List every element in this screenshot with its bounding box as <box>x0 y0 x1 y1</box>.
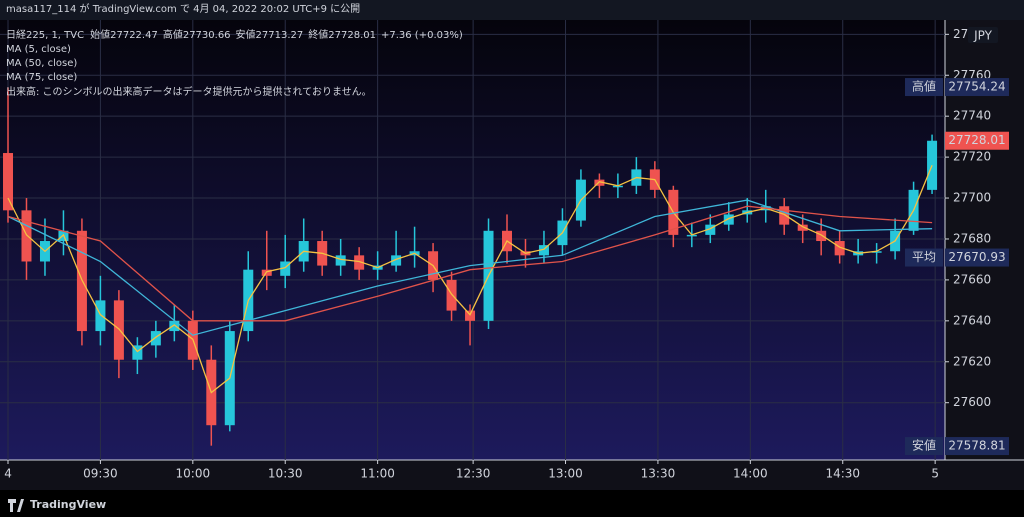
candle-body <box>538 245 549 256</box>
y-tick-label: 27680 <box>953 231 991 245</box>
candle-body <box>113 300 124 360</box>
candle-body <box>612 185 623 188</box>
x-tick-label: 13:00 <box>548 467 583 481</box>
legend-field-label: 高値 <box>163 28 183 41</box>
y-tick-label: 27640 <box>953 313 991 327</box>
x-tick-label: 4 <box>4 467 12 481</box>
legend-field-value: 27722.47 <box>110 30 158 41</box>
ma-line <box>7 199 933 336</box>
candle-body <box>391 255 402 266</box>
y-tick-label: 27600 <box>953 395 991 409</box>
x-tick-label: 10:00 <box>176 467 211 481</box>
legend-field-value: 27728.01 <box>328 30 376 41</box>
price-badge-label: 高値 <box>912 79 936 94</box>
price-badge-value: 27578.81 <box>948 439 1005 453</box>
x-tick-label: 5 <box>931 467 939 481</box>
price-badge-value: 27754.24 <box>948 80 1005 94</box>
candle-body <box>169 320 180 332</box>
candle-body <box>446 279 457 311</box>
candle-body <box>150 331 161 346</box>
candle-body <box>834 241 845 256</box>
y-tick-label: 27740 <box>953 109 991 123</box>
candle-body <box>686 234 697 237</box>
y-tick-label: 27720 <box>953 150 991 164</box>
legend-field-value: 27730.66 <box>183 30 231 41</box>
legend: 日経225, 1, TVC 始値 27722.47 高値 27730.66 安値 27713… <box>6 28 463 83</box>
y-tick-label: 27700 <box>953 191 991 205</box>
last-price-box <box>945 131 1009 150</box>
plot-area <box>0 20 945 460</box>
legend-series: MA (50, close) <box>6 58 77 69</box>
candle-body <box>3 153 14 211</box>
price-badge-label-box <box>905 78 943 97</box>
x-tick-label: 14:00 <box>733 467 768 481</box>
candle-body <box>465 310 476 321</box>
candle-body <box>779 206 790 225</box>
price-badge-label: 平均 <box>912 250 936 264</box>
legend-series: MA (5, close) <box>6 44 71 55</box>
last-price: 27728.01 <box>948 133 1005 147</box>
x-tick-label: 12:30 <box>456 467 491 481</box>
y-tick-label: 27660 <box>953 272 991 286</box>
legend-field-label: 始値 <box>90 28 110 41</box>
time-axis <box>0 460 1024 490</box>
header-title: masa117_114 が TradingView.com で 4月 04, 2… <box>6 2 360 15</box>
candle-body <box>132 345 143 360</box>
candle-body <box>871 251 882 253</box>
footer-logo: TradingView <box>8 498 106 512</box>
price-badge-label: 安値 <box>912 438 936 453</box>
candle-body <box>594 179 605 186</box>
price-badge-value-box <box>945 437 1009 456</box>
legend-field-label: 安値 <box>236 28 256 41</box>
legend-field-value: 27713.27 <box>256 30 304 41</box>
price-badge-label-box <box>905 248 943 267</box>
x-tick-label: 14:30 <box>825 467 860 481</box>
candle-body <box>816 230 827 242</box>
price-badge-value-box <box>945 78 1009 97</box>
currency-badge <box>968 27 998 43</box>
candle-body <box>280 261 291 276</box>
marks <box>3 87 938 446</box>
candle-body <box>335 255 346 266</box>
price-badge-value: 27670.93 <box>948 250 1005 264</box>
x-tick-label: 13:30 <box>641 467 676 481</box>
volume-notice: 出来高: このシンボルの出来高データはデータ提供元から提供されておりません。 <box>6 85 372 98</box>
x-tick-label: 09:30 <box>83 467 118 481</box>
candle-body <box>354 255 365 270</box>
logo-icon <box>8 499 24 512</box>
candle-body <box>21 210 32 262</box>
legend-series: MA (75, close) <box>6 72 77 83</box>
x-tick-label: 11:00 <box>360 467 395 481</box>
x-tick-label: 10:30 <box>268 467 303 481</box>
footer-bar <box>0 490 1024 517</box>
price-badge-value-box <box>945 248 1009 267</box>
currency-label: JPY <box>973 29 993 43</box>
legend-field-label: 終値 <box>308 28 328 41</box>
footer-brand: TradingView <box>30 498 106 511</box>
candle-body <box>95 300 106 332</box>
legend-symbol: 日経225, 1, TVC <box>6 28 84 41</box>
price-badge-label-box <box>905 437 943 456</box>
candle-body <box>723 214 734 225</box>
legend-change: +7.36 (+0.03%) <box>381 30 463 41</box>
ma-line <box>7 205 933 322</box>
candle-body <box>705 224 716 235</box>
candle-body <box>797 224 808 231</box>
ma-line <box>7 165 933 394</box>
axis-labels: 27600 27620 27640 27660 27680 27700 27720 27740… <box>4 27 1009 481</box>
y-tick-label: 27620 <box>953 354 991 368</box>
